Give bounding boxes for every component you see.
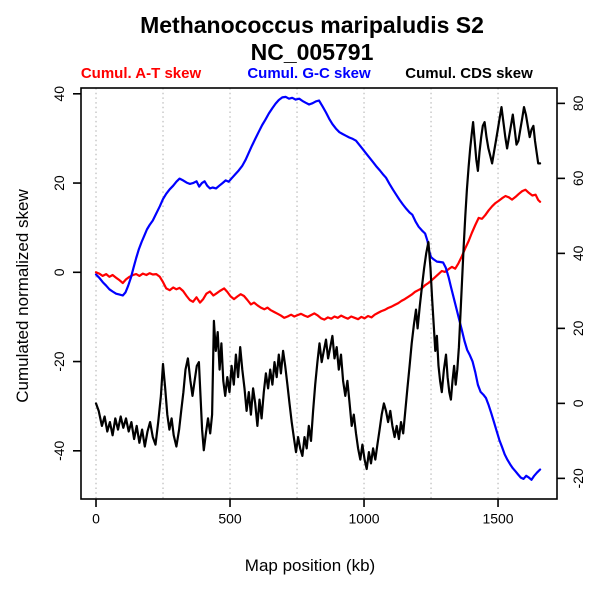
y-right-tick-label: 40 (570, 245, 586, 261)
axis-ticks: 0 500 1000 1500 -40 -20 0 20 40 -20 0 20 40 60 80 (51, 86, 586, 527)
y-left-tick-label: -20 (51, 351, 67, 371)
y-left-tick-label: 40 (51, 86, 67, 102)
legend-item-at-skew: Cumul. A-T skew (80, 65, 202, 82)
chart-subtitle: NC_005791 (250, 39, 374, 65)
x-tick-label: 0 (92, 510, 100, 526)
series-line-cumul-g-c-skew (94, 95, 542, 481)
x-tick-label: 500 (218, 510, 242, 526)
legend-item-cds-skew: Cumul. CDS skew (405, 65, 533, 82)
y-right-tick-label: 80 (570, 95, 586, 111)
x-axis-label: Map position (kb) (244, 556, 376, 575)
y-left-tick-label: -40 (51, 440, 67, 460)
y-left-tick-label: 20 (51, 175, 67, 191)
series-line-cumul-cds-skew (94, 105, 542, 471)
series-line-cumul-a-t-skew (94, 188, 542, 321)
data-series (94, 95, 542, 481)
x-tick-label: 1000 (348, 510, 379, 526)
y-right-tick-label: 20 (570, 320, 586, 336)
plot-box (80, 87, 558, 500)
chart-title: Methanococcus maripaludis S2 (140, 12, 484, 38)
y-left-tick-label: 0 (51, 268, 67, 276)
y-right-tick-label: -20 (570, 468, 586, 488)
plot-frame (80, 87, 558, 500)
y-right-tick-label: 60 (570, 170, 586, 186)
x-tick-label: 1500 (482, 510, 513, 526)
y-right-tick-label: 0 (570, 399, 586, 407)
legend-item-gc-skew: Cumul. G-C skew (247, 65, 371, 82)
